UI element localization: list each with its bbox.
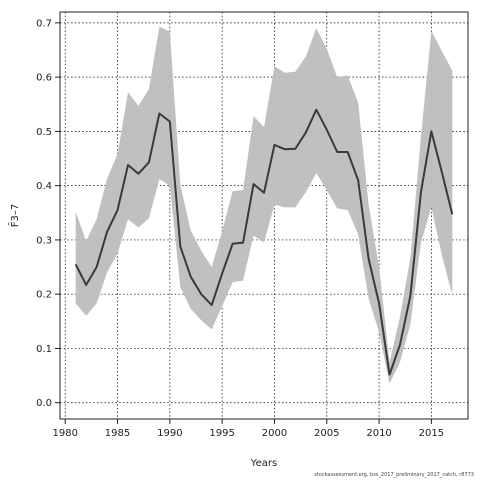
- x-tick-label: 2000: [262, 428, 287, 439]
- x-tick-label: 1995: [209, 428, 234, 439]
- confidence-band: [75, 26, 453, 384]
- y-tick-label: 0.2: [36, 290, 52, 301]
- footnote: stockassessment.org, bss_2017_preliminar…: [314, 472, 474, 478]
- x-axis: 1980 1985 1990 1995 2000 2005 2010 2015: [53, 419, 444, 439]
- x-tick-label: 1980: [53, 428, 78, 439]
- y-tick-label: 0.6: [36, 73, 52, 84]
- x-tick-label: 2015: [419, 428, 444, 439]
- y-tick-label: 0.0: [36, 398, 52, 409]
- x-tick-label: 2010: [366, 428, 391, 439]
- y-tick-label: 0.4: [36, 181, 52, 192]
- y-axis: 0.0 0.1 0.2 0.3 0.4 0.5 0.6 0.7: [36, 18, 60, 409]
- y-tick-label: 0.5: [36, 127, 52, 138]
- series-line: [74, 108, 454, 376]
- x-tick-label: 1985: [105, 428, 130, 439]
- x-tick-label: 1990: [157, 428, 182, 439]
- y-tick-label: 0.3: [36, 235, 52, 246]
- plot-frame: [59, 11, 469, 420]
- y-tick-label: 0.7: [36, 18, 52, 29]
- x-tick-label: 2005: [314, 428, 339, 439]
- x-axis-label: Years: [250, 458, 277, 469]
- y-axis-label: F̄3–7: [8, 204, 21, 227]
- y-tick-label: 0.1: [36, 344, 52, 355]
